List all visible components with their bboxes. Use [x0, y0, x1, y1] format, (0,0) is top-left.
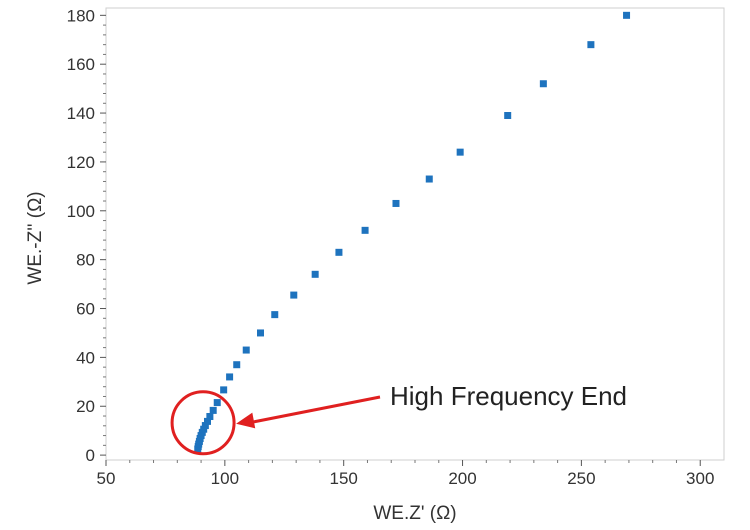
y-tick-label: 20 [76, 397, 95, 416]
annotation-arrow-line [249, 395, 381, 425]
data-point [233, 361, 241, 369]
data-point [361, 226, 369, 234]
x-tick-label: 50 [97, 469, 116, 488]
x-axis-title: WE.Z' (Ω) [373, 503, 456, 524]
data-point [504, 112, 512, 120]
annotation-arrow-head [236, 412, 256, 429]
y-axis-ticks: 0 20 40 60 80 100 120 140 160 180 [67, 6, 106, 465]
y-axis-title: WE.-Z'' (Ω) [25, 191, 46, 284]
data-point [587, 41, 595, 49]
data-point [290, 291, 298, 299]
y-tick-label: 180 [67, 6, 95, 25]
x-tick-label: 150 [330, 469, 358, 488]
annotation-label: High Frequency End [390, 381, 627, 411]
y-tick-label: 40 [76, 348, 95, 367]
data-point [201, 422, 209, 430]
data-point [203, 417, 211, 425]
data-point [257, 329, 264, 337]
data-point [200, 425, 208, 433]
x-tick-label: 300 [686, 469, 714, 488]
data-point [623, 11, 631, 19]
annotation: High Frequency End [170, 381, 627, 456]
x-tick-label: 250 [567, 469, 595, 488]
data-point [226, 373, 234, 381]
data-point [425, 175, 433, 183]
data-point [213, 399, 221, 407]
data-point [271, 311, 279, 319]
x-axis-ticks: 50 100 150 200 250 300 [97, 460, 714, 488]
highlight-circle [170, 390, 236, 456]
y-tick-label: 0 [86, 446, 95, 465]
data-point [456, 148, 464, 156]
y-tick-label: 160 [67, 55, 95, 74]
y-tick-label: 100 [67, 202, 95, 221]
y-tick-label: 120 [67, 153, 95, 172]
data-point [206, 413, 214, 421]
data-point [335, 248, 343, 256]
data-point [539, 80, 547, 88]
y-tick-label: 80 [76, 251, 95, 270]
data-point [242, 346, 250, 354]
y-tick-label: 140 [67, 104, 95, 123]
data-point [209, 406, 217, 414]
x-tick-label: 200 [448, 469, 476, 488]
data-point [392, 199, 400, 207]
x-tick-label: 100 [211, 469, 239, 488]
data-point [220, 386, 228, 394]
y-tick-label: 60 [76, 300, 95, 319]
data-points [194, 11, 631, 453]
data-point [311, 270, 319, 278]
